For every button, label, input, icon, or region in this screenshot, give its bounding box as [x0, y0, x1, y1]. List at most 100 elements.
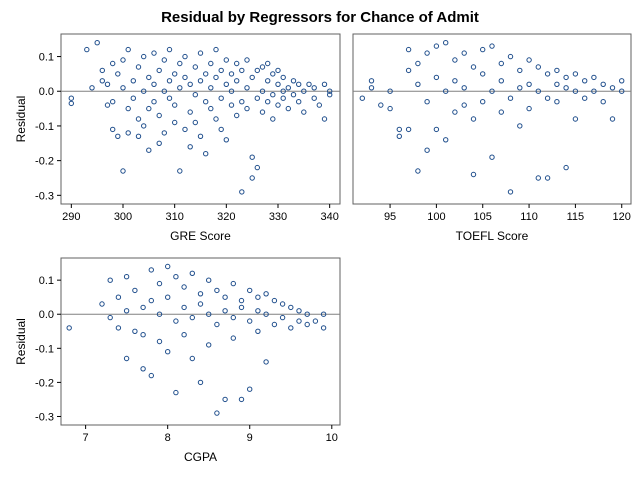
toefl-point-0 — [359, 95, 365, 101]
cgpa-point-2 — [107, 277, 113, 283]
gre-point-45 — [172, 102, 178, 108]
cgpa-point-40 — [214, 321, 220, 328]
gre-point-63 — [203, 151, 209, 157]
toefl-point-36 — [489, 154, 495, 160]
gre-point-68 — [213, 74, 219, 81]
gre-point-10 — [110, 60, 116, 67]
gre-point-7 — [104, 102, 111, 108]
gre-point-62 — [203, 71, 209, 77]
toefl-point-53 — [544, 71, 551, 77]
cgpa-point-30 — [189, 355, 196, 362]
gre-point-38 — [161, 57, 168, 63]
toefl-point-28 — [461, 85, 467, 91]
toefl-point-56 — [554, 67, 560, 74]
toefl-point-6 — [396, 126, 402, 133]
toefl-point-24 — [452, 109, 458, 115]
toefl-point-35 — [489, 43, 495, 49]
cgpa-point-33 — [197, 379, 204, 386]
toefl-point-67 — [591, 74, 597, 81]
gre-point-26 — [141, 53, 147, 60]
toefl-point-32 — [480, 46, 486, 53]
toefl-point-22 — [443, 88, 449, 94]
gre-point-73 — [223, 81, 230, 88]
toefl-point-66 — [582, 95, 588, 101]
gre-point-71 — [218, 67, 224, 74]
cgpa-point-45 — [230, 335, 237, 341]
gre-point-72 — [218, 126, 224, 133]
toefl-point-18 — [433, 126, 440, 133]
toefl-point-42 — [507, 189, 514, 195]
gre-point-21 — [130, 95, 137, 101]
cgpa-point-59 — [271, 297, 278, 304]
gre-point-60 — [197, 133, 204, 140]
toefl-point-11 — [415, 168, 421, 174]
cgpa-point-31 — [189, 314, 196, 321]
gre-point-79 — [234, 112, 240, 119]
toefl-point-63 — [572, 116, 579, 122]
gre-point-13 — [115, 71, 121, 77]
gre-point-42 — [166, 46, 173, 53]
toefl-point-62 — [572, 71, 579, 77]
gre-point-78 — [228, 88, 235, 94]
gre-point-117 — [306, 81, 312, 88]
gre-x-tick-label-5: 340 — [320, 211, 338, 223]
toefl-point-21 — [443, 137, 449, 143]
gre-point-2 — [84, 46, 90, 53]
cgpa-point-6 — [123, 274, 130, 280]
toefl-point-74 — [619, 88, 625, 94]
gre-point-30 — [146, 147, 152, 153]
toefl-point-50 — [535, 64, 541, 70]
gre-point-17 — [125, 105, 131, 112]
gre-point-123 — [327, 92, 333, 98]
gre-point-76 — [228, 102, 235, 108]
cgpa-point-66 — [296, 318, 302, 324]
toefl-x-tick-label-3: 110 — [520, 211, 538, 223]
cgpa-point-28 — [181, 304, 187, 311]
cgpa-point-48 — [238, 396, 245, 403]
toefl-point-3 — [378, 102, 384, 108]
gre-point-37 — [161, 88, 168, 94]
gre-point-99 — [265, 60, 271, 67]
gre-point-15 — [120, 85, 126, 91]
toefl-point-26 — [461, 50, 467, 56]
toefl-point-73 — [619, 78, 625, 84]
gre-x-tick-label-3: 320 — [217, 211, 235, 223]
cgpa-point-17 — [156, 280, 163, 287]
toefl-point-49 — [526, 81, 532, 88]
cgpa-point-64 — [288, 325, 294, 331]
gre-point-89 — [249, 175, 255, 181]
gre-point-9 — [110, 126, 116, 133]
gre-y-tick-label-1: 0.0 — [39, 86, 54, 98]
gre-point-65 — [208, 105, 214, 112]
toefl-point-5 — [387, 88, 393, 94]
gre-point-85 — [244, 105, 250, 112]
gre-y-tick-label-0: 0.1 — [39, 52, 54, 64]
cgpa-y-tick-label-0: 0.1 — [39, 275, 54, 287]
gre-point-18 — [125, 46, 131, 53]
cgpa-y-tick-label-3: -0.2 — [35, 377, 54, 389]
gre-x-axis-label: GRE Score — [170, 229, 231, 243]
gre-plot-frame — [60, 33, 341, 205]
gre-point-31 — [151, 81, 157, 88]
cgpa-point-38 — [214, 287, 220, 294]
toefl-point-14 — [424, 147, 430, 153]
gre-point-4 — [94, 40, 100, 46]
toefl-point-27 — [461, 102, 467, 108]
cgpa-point-14 — [148, 267, 155, 273]
gre-point-69 — [213, 46, 219, 53]
cgpa-point-21 — [165, 349, 171, 355]
gre-point-3 — [89, 85, 95, 91]
cgpa-point-16 — [148, 297, 155, 304]
gre-point-32 — [151, 99, 157, 105]
toefl-point-4 — [387, 105, 393, 112]
cgpa-point-55 — [255, 308, 261, 314]
gre-point-25 — [141, 88, 147, 94]
toefl-point-13 — [415, 81, 421, 88]
gre-point-113 — [296, 81, 302, 88]
toefl-point-1 — [368, 85, 375, 91]
gre-point-61 — [203, 99, 209, 105]
gre-point-46 — [177, 60, 183, 67]
gre-point-56 — [192, 92, 199, 98]
toefl-point-30 — [470, 64, 477, 70]
cgpa-point-34 — [197, 301, 204, 307]
